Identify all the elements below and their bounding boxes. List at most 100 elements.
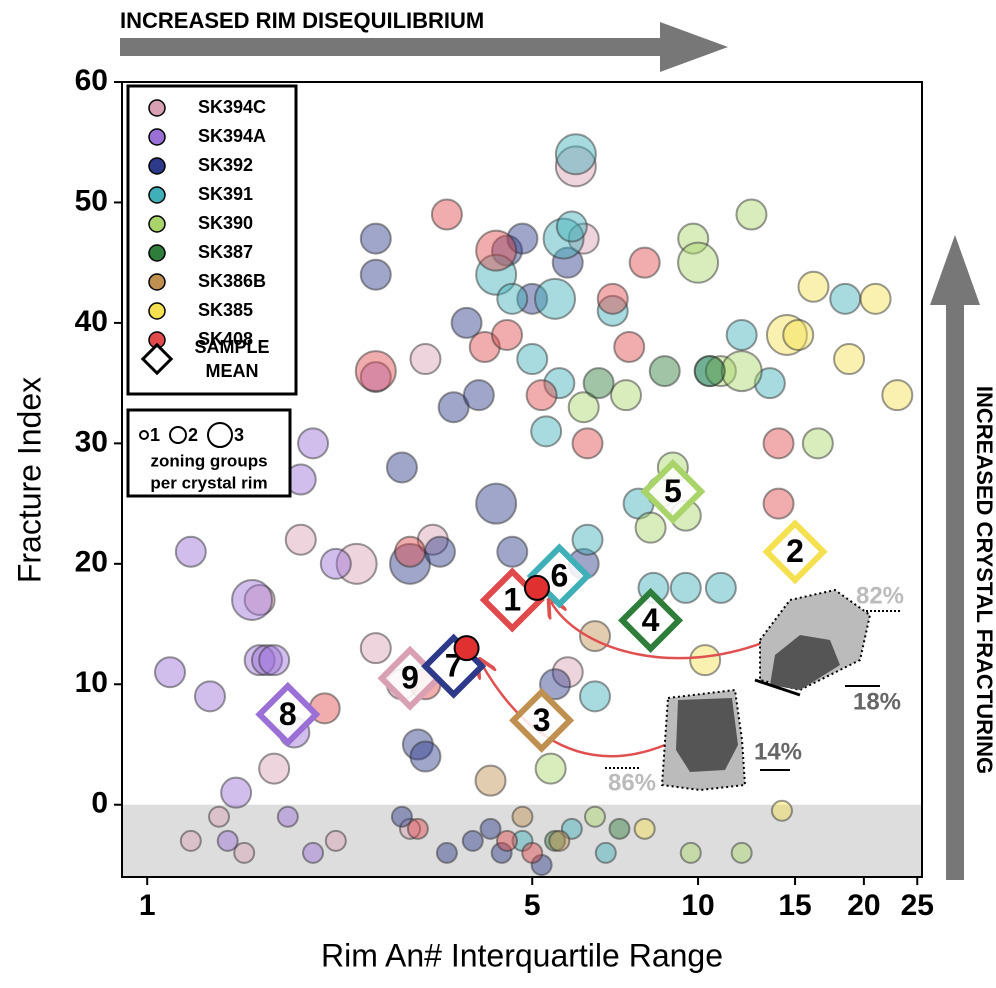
right-arrow-label: INCREASED CRYSTAL FRACTURING xyxy=(972,386,996,774)
point xyxy=(762,427,795,460)
legend-label: MEAN xyxy=(206,361,259,381)
point xyxy=(302,841,325,864)
point xyxy=(243,583,276,616)
point xyxy=(608,817,631,840)
x-tick-label: 10 xyxy=(681,889,714,922)
legend-label: SK394A xyxy=(198,126,266,146)
point xyxy=(490,841,513,864)
pointer-arrow xyxy=(551,602,771,660)
pct-label: 14% xyxy=(754,738,802,765)
point xyxy=(220,776,253,809)
size-label: 1 xyxy=(150,425,160,445)
y-tick-label: 20 xyxy=(75,546,108,579)
arrow-up xyxy=(930,235,980,880)
point xyxy=(475,229,518,272)
sample-mean xyxy=(509,687,575,753)
point xyxy=(613,331,646,363)
point xyxy=(534,752,567,785)
mean-label: 3 xyxy=(533,702,551,738)
point xyxy=(648,355,681,388)
point xyxy=(693,355,726,388)
legend-label: SK385 xyxy=(198,300,253,320)
point xyxy=(720,350,763,393)
point xyxy=(179,829,202,852)
point xyxy=(548,829,571,852)
legend-swatch xyxy=(148,157,166,175)
legend-label: SK391 xyxy=(198,184,253,204)
point xyxy=(833,343,866,376)
point xyxy=(208,805,231,828)
legend-swatch xyxy=(148,186,166,204)
point xyxy=(516,343,549,376)
point xyxy=(765,313,808,356)
point xyxy=(594,841,617,864)
legend-mean-icon xyxy=(140,342,174,376)
point xyxy=(582,367,615,400)
size-legend-text: per crystal rim xyxy=(150,473,267,492)
point xyxy=(525,379,558,412)
mean-label: 5 xyxy=(664,473,682,509)
size-legend-box xyxy=(126,408,292,498)
sample-mean xyxy=(618,587,684,653)
point xyxy=(193,680,226,713)
point xyxy=(479,817,502,840)
point xyxy=(284,523,317,556)
point xyxy=(496,282,529,315)
crystal-insets xyxy=(605,588,902,792)
point xyxy=(174,535,207,568)
mean-label: 8 xyxy=(279,696,297,732)
point xyxy=(782,318,815,351)
x-tick-label: 15 xyxy=(778,889,811,922)
y-tick-label: 0 xyxy=(91,787,108,820)
y-tick-label: 30 xyxy=(75,425,108,458)
point xyxy=(399,817,422,840)
y-axis-label: Fracture Index xyxy=(11,377,47,583)
point xyxy=(359,222,392,255)
point xyxy=(319,547,352,580)
point xyxy=(474,764,507,797)
legend-swatch xyxy=(148,273,166,291)
point xyxy=(521,841,544,864)
legend-swatch xyxy=(148,215,166,233)
point xyxy=(258,752,291,785)
point xyxy=(571,523,604,556)
y-tick-label: 10 xyxy=(75,666,108,699)
point xyxy=(530,415,563,448)
x-axis-label: Rim An# Interquartile Range xyxy=(321,937,723,973)
point xyxy=(543,367,576,400)
x-tick-label: 20 xyxy=(847,889,880,922)
point xyxy=(797,270,830,303)
x-tick-label: 5 xyxy=(524,889,541,922)
point xyxy=(354,350,397,393)
point xyxy=(801,427,834,460)
point xyxy=(634,511,667,544)
point xyxy=(677,241,720,284)
point xyxy=(578,680,611,713)
point xyxy=(567,391,600,424)
point xyxy=(154,656,187,689)
legend-label: SK408 xyxy=(198,329,253,349)
sample-mean xyxy=(640,459,706,525)
top-arrow-label: INCREASED RIM DISEQUILIBRIUM xyxy=(120,8,484,33)
y-tick-label: 50 xyxy=(75,184,108,217)
point xyxy=(216,829,239,852)
point xyxy=(610,379,643,412)
point xyxy=(633,817,656,840)
point xyxy=(730,841,753,864)
size-swatch xyxy=(169,426,187,444)
point xyxy=(554,145,597,188)
size-swatch xyxy=(139,430,149,440)
point xyxy=(491,318,524,351)
point xyxy=(475,482,518,525)
point xyxy=(829,282,862,315)
arrow-right xyxy=(120,22,728,72)
pct-label: 86% xyxy=(608,769,656,796)
point xyxy=(462,379,495,412)
point xyxy=(551,656,584,689)
size-label: 3 xyxy=(234,425,244,445)
legend-swatch xyxy=(148,99,166,117)
legend-swatch xyxy=(148,244,166,262)
legend-label: SK390 xyxy=(198,213,253,233)
point xyxy=(231,578,274,621)
point xyxy=(583,805,606,828)
